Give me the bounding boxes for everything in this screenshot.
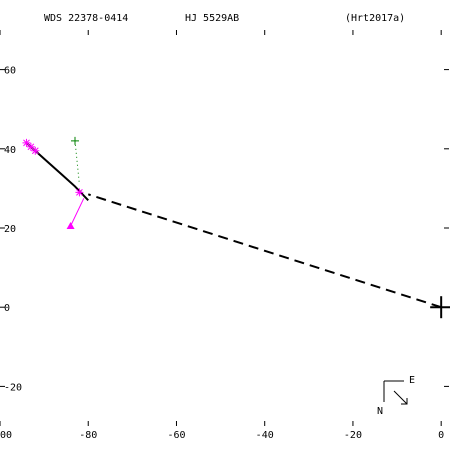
y-tick-label: 0 [4,303,10,314]
x-tick-label: -100 [0,430,12,441]
compass-east-label: E [409,375,415,386]
measure-point [66,222,75,230]
x-tick-label: 0 [438,430,444,441]
wds-id-label: WDS 22378-0414 [44,13,128,24]
discoverer-label: HJ 5529AB [185,13,239,24]
measure-point [75,188,84,197]
compass-arrowhead [401,398,408,405]
primary-star-marker [430,296,450,319]
y-tick-label: 20 [4,224,16,235]
axes: -100 -80 -60 -40 -20 0 -20 0 20 40 60 [0,30,449,441]
y-tick-label: 60 [4,66,16,77]
x-tick-label: -40 [256,430,274,441]
y-tick-label: -20 [4,382,22,393]
measures-layer [22,136,85,230]
measure-star-d2 [23,139,30,147]
compass-direction-arrow [393,390,408,405]
measure-point [71,136,79,145]
y-tick-label: 40 [4,145,16,156]
x-tick-label: -20 [344,430,362,441]
compass-north-label: N [377,406,383,417]
compass: E N [377,375,415,417]
measure-star-d2 [27,143,35,151]
residual-line [70,198,85,227]
x-tick-label: -80 [79,430,97,441]
line-of-nodes [87,193,442,309]
measure-point [31,146,40,155]
measure-star-d2 [31,147,39,155]
residual-line [74,140,80,185]
x-tick-label: -60 [167,430,185,441]
measure-star-d2 [76,189,83,196]
reference-label: (Hrt2017a) [345,13,405,24]
